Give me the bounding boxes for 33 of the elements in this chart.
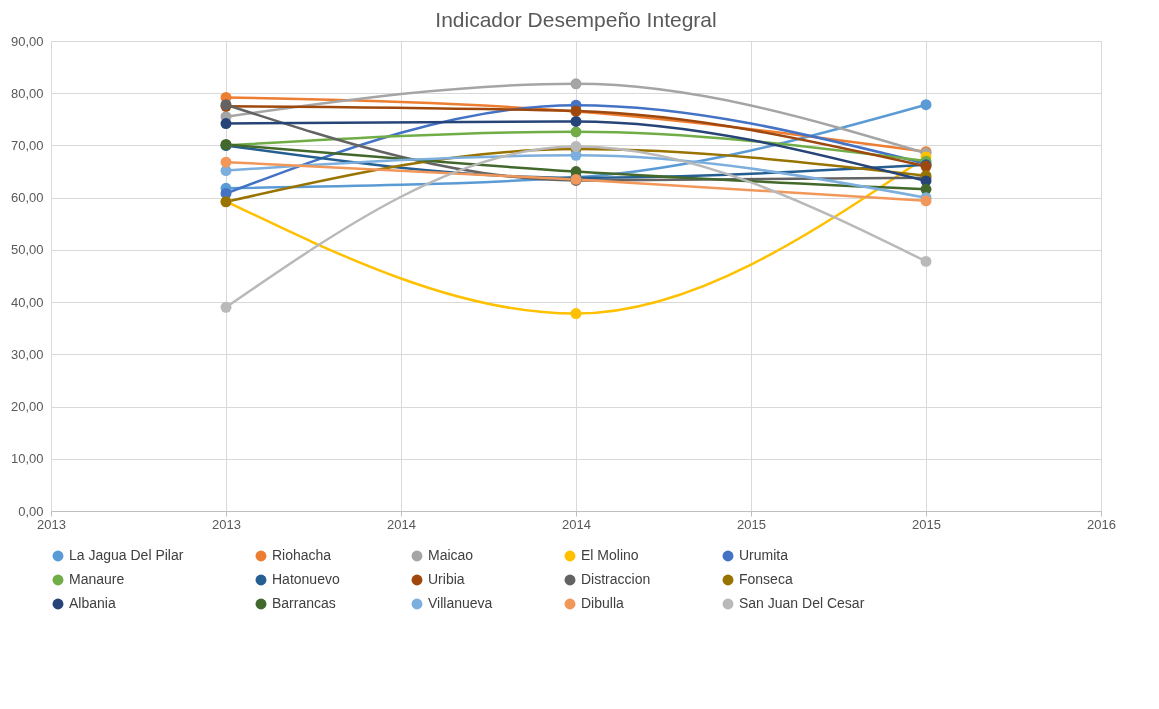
chart-title: Indicador Desempeño Integral [435, 8, 717, 31]
x-tick-label: 2015 [737, 516, 766, 532]
legend-label: Distraccion [581, 571, 651, 587]
y-tick-label: 80,00 [10, 85, 44, 101]
x-tick-label: 2014 [387, 516, 416, 532]
legend-label: Riohacha [272, 547, 332, 563]
legend-label: Fonseca [739, 571, 793, 587]
legend-label: Hatonuevo [272, 571, 340, 587]
y-tick-label: 0,00 [18, 503, 44, 519]
y-tick-label: 50,00 [10, 242, 44, 258]
y-tick-label: 10,00 [10, 451, 44, 467]
legend-label: Villanueva [428, 595, 493, 611]
legend-label: Barrancas [272, 595, 336, 611]
legend-label: La Jagua Del Pilar [69, 547, 184, 563]
y-tick-label: 60,00 [10, 190, 44, 206]
x-tick-label: 2016 [1087, 516, 1116, 532]
x-tick-label: 2015 [912, 516, 941, 532]
x-tick-label: 2013 [37, 516, 66, 532]
legend-label: Uribia [428, 571, 465, 587]
x-tick-label: 2014 [562, 516, 591, 532]
legend-label: Urumita [739, 547, 789, 563]
legend-label: Dibulla [581, 595, 625, 611]
y-tick-label: 20,00 [10, 399, 44, 415]
legend-label: San Juan Del Cesar [739, 595, 865, 611]
legend-label: Albania [69, 595, 116, 611]
legend-label: Manaure [69, 571, 125, 587]
x-tick-label: 2013 [212, 516, 241, 532]
y-tick-label: 30,00 [10, 346, 44, 362]
legend-label: Maicao [428, 547, 474, 563]
y-tick-label: 70,00 [10, 137, 44, 153]
y-tick-label: 40,00 [10, 294, 44, 310]
y-tick-label: 90,00 [10, 33, 44, 49]
legend-label: El Molino [581, 547, 639, 563]
